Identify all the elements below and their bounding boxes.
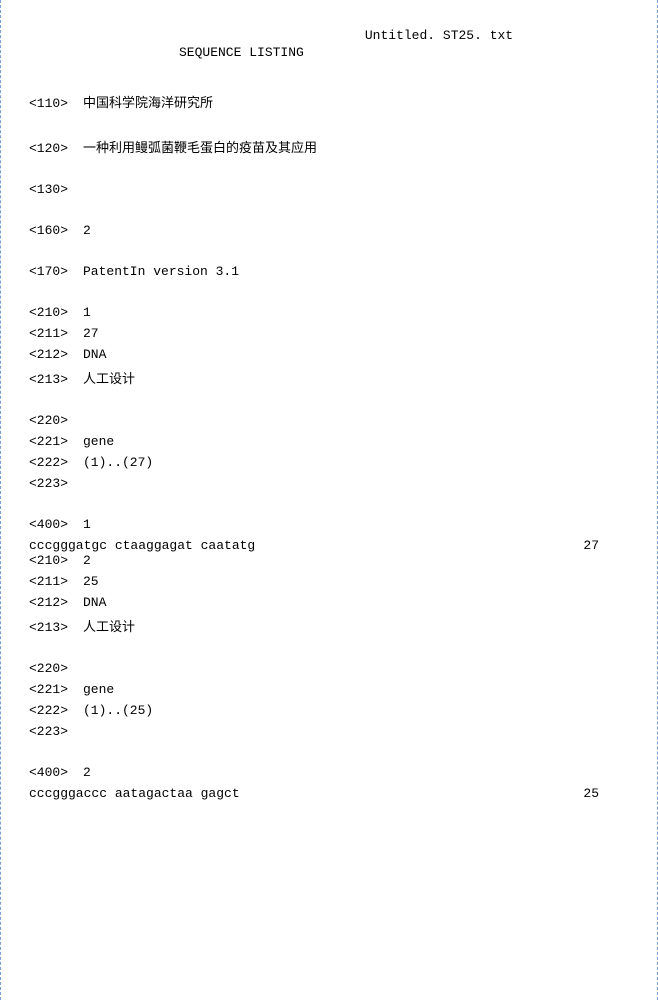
sequence-text: cccgggaccc aatagactaa gagct <box>29 786 240 801</box>
entry-220: <220> <box>29 413 629 428</box>
tag: <130> <box>29 182 83 197</box>
tag: <120> <box>29 141 83 156</box>
page-container: Untitled. ST25. txt SEQUENCE LISTING <11… <box>0 0 658 1000</box>
entry-400: <400>1 <box>29 517 629 532</box>
filename: Untitled. ST25. txt <box>249 28 629 43</box>
tag: <160> <box>29 223 83 238</box>
sequence-line: cccgggaccc aatagactaa gagct 25 <box>29 786 629 801</box>
entry-222: <222>(1)..(27) <box>29 455 629 470</box>
entry-170: <170> PatentIn version 3.1 <box>29 264 629 279</box>
sequence-length: 27 <box>583 538 599 553</box>
entry-211: <211>27 <box>29 326 629 341</box>
entry-213: <213>人工设计 <box>29 616 629 635</box>
value: PatentIn version 3.1 <box>83 264 239 279</box>
entry-221: <221>gene <box>29 682 629 697</box>
entry-223: <223> <box>29 476 629 491</box>
entry-120: <120> 一种利用鳗弧菌鞭毛蛋白的疫苗及其应用 <box>29 137 629 156</box>
entry-221: <221>gene <box>29 434 629 449</box>
entry-212: <212>DNA <box>29 595 629 610</box>
seq1-feature: <220> <221>gene <222>(1)..(27) <223> <box>29 413 629 491</box>
seq2-data: <400>2 cccgggaccc aatagactaa gagct 25 <box>29 765 629 801</box>
seq1-data: <400>1 cccgggatgc ctaaggagat caatatg 27 <box>29 517 629 553</box>
entry-400: <400>2 <box>29 765 629 780</box>
tag: <110> <box>29 96 83 111</box>
sequence-line: cccgggatgc ctaaggagat caatatg 27 <box>29 538 629 553</box>
entry-223: <223> <box>29 724 629 739</box>
value: 中国科学院海洋研究所 <box>83 92 213 111</box>
listing-title: SEQUENCE LISTING <box>179 45 629 60</box>
entry-210: <210>1 <box>29 305 629 320</box>
entry-211: <211>25 <box>29 574 629 589</box>
value: 一种利用鳗弧菌鞭毛蛋白的疫苗及其应用 <box>83 137 317 156</box>
seq2-feature: <220> <221>gene <222>(1)..(25) <223> <box>29 661 629 739</box>
entry-222: <222>(1)..(25) <box>29 703 629 718</box>
entry-130: <130> <box>29 182 629 197</box>
entry-210: <210>2 <box>29 553 629 568</box>
value: 2 <box>83 223 91 238</box>
seq2-meta: <210>2 <211>25 <212>DNA <213>人工设计 <box>29 553 629 635</box>
sequence-text: cccgggatgc ctaaggagat caatatg <box>29 538 255 553</box>
entry-213: <213>人工设计 <box>29 368 629 387</box>
seq1-meta: <210>1 <211>27 <212>DNA <213>人工设计 <box>29 305 629 387</box>
sequence-length: 25 <box>583 786 599 801</box>
entry-160: <160> 2 <box>29 223 629 238</box>
entry-110: <110> 中国科学院海洋研究所 <box>29 92 629 111</box>
entry-220: <220> <box>29 661 629 676</box>
entry-212: <212>DNA <box>29 347 629 362</box>
tag: <170> <box>29 264 83 279</box>
